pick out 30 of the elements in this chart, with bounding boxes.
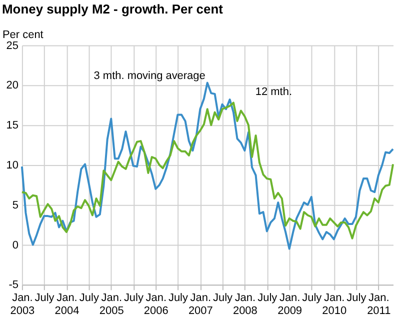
y-axis-title: Per cent <box>2 28 44 41</box>
x-tick-label: Jan. 2010 <box>322 292 347 318</box>
y-tick-label: 20 <box>6 80 18 92</box>
x-tick-label: Jan. 2008 <box>232 292 258 318</box>
x-tick-label: July <box>124 292 144 304</box>
y-tick-label: 0 <box>12 239 18 252</box>
y-tick-label: 10 <box>6 159 18 172</box>
x-tick-label: July <box>79 292 100 304</box>
x-tick-label: Jan. 2005 <box>99 292 124 318</box>
series-label: 3 mth. moving average <box>94 70 206 82</box>
x-tick-label: July <box>34 292 55 304</box>
x-tick-label: July <box>346 292 367 304</box>
y-tick-label: 5 <box>12 199 18 212</box>
x-tick-label: July <box>258 292 278 304</box>
x-tick-label: Jan. 2006 <box>144 292 168 318</box>
x-tick-label: Jan. 2007 <box>188 292 213 318</box>
chart-title: Money supply M2 - growth. Per cent <box>2 1 224 16</box>
y-tick-label: -5 <box>8 279 18 292</box>
x-tick-label: July <box>212 292 234 304</box>
y-tick-label: 25 <box>6 40 18 52</box>
x-tick-label: July <box>168 292 188 304</box>
line-series <box>20 82 394 250</box>
line-series <box>20 102 394 240</box>
series-label: 12 mth. <box>255 86 292 98</box>
x-tick-label: Jan. 2011 <box>367 292 391 318</box>
x-tick-label: Jan. 2009 <box>278 292 302 318</box>
x-tick-label: Jan. 2004 <box>54 292 80 318</box>
x-tick-label: July <box>302 292 322 304</box>
y-tick-label: 15 <box>6 120 18 132</box>
x-tick-label: Jan. 2003 <box>10 292 35 318</box>
